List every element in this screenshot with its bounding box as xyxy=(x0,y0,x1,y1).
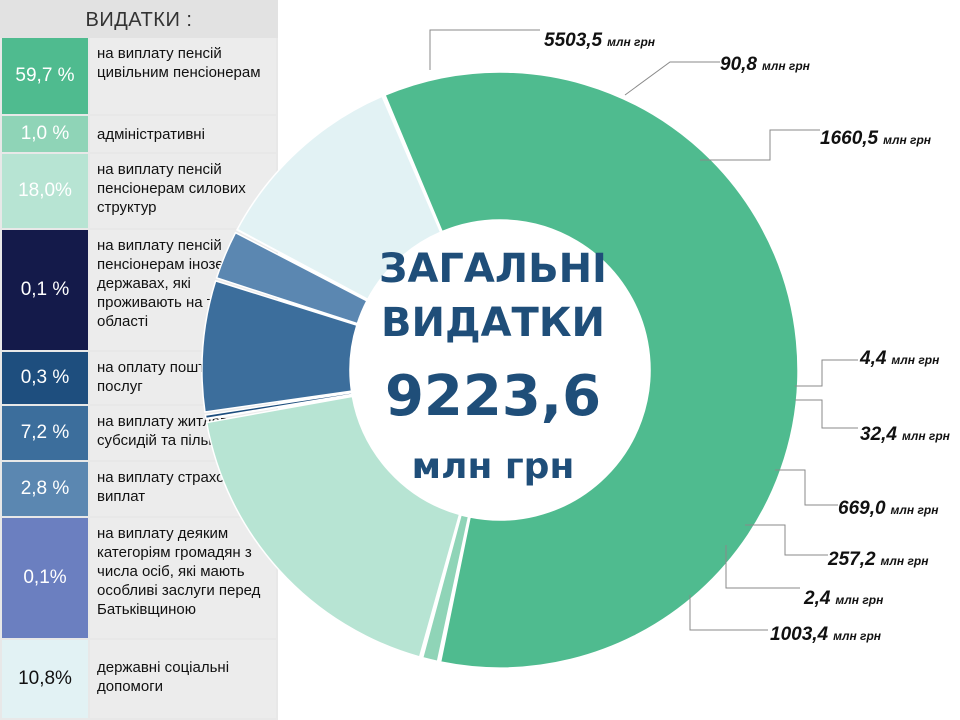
leader-lines xyxy=(429,29,858,631)
slice-unit: млн грн xyxy=(891,503,940,517)
slice-value-label: 32,4 млн грн xyxy=(860,424,951,445)
slice-value: 669,0 xyxy=(838,498,886,519)
center-unit: млн грн xyxy=(412,446,575,487)
leader-line xyxy=(700,129,820,161)
leader-line xyxy=(795,399,858,429)
leader-line xyxy=(429,29,540,70)
slice-value-label: 669,0 млн грн xyxy=(838,498,939,519)
legend-row: 1,0 % адміністративні xyxy=(0,116,278,154)
donut-hole xyxy=(350,220,650,520)
leader-line xyxy=(745,524,828,556)
slice-value-label: 1003,4 млн грн xyxy=(770,624,882,645)
legend-text: адміністративні xyxy=(90,116,276,152)
slice-unit: млн грн xyxy=(891,353,940,367)
leader-line xyxy=(689,595,768,631)
slice-value: 90,8 xyxy=(720,54,757,75)
legend-percent: 7,2 % xyxy=(2,406,88,460)
slice-unit: млн грн xyxy=(835,593,884,607)
center-line-2: ВИДАТКИ xyxy=(381,300,605,346)
slice-value-label: 4,4 млн грн xyxy=(859,348,940,369)
leader-line xyxy=(624,61,720,96)
legend-percent: 0,1 % xyxy=(2,230,88,350)
slice-value: 257,2 xyxy=(827,549,876,570)
leader-line xyxy=(795,359,858,387)
legend-percent: 18,0% xyxy=(2,154,88,228)
slice-unit: млн грн xyxy=(833,629,882,643)
legend-percent: 59,7 % xyxy=(2,38,88,114)
legend-percent: 10,8% xyxy=(2,640,88,718)
slice-unit: млн грн xyxy=(881,554,930,568)
legend-row: 18,0% на виплату пенсій пенсіонерам силов… xyxy=(0,154,278,230)
leader-line xyxy=(725,545,800,589)
slice-value: 4,4 xyxy=(859,348,887,369)
legend-row: 10,8% державні соціальні допомоги xyxy=(0,640,278,720)
center-line-1: ЗАГАЛЬНІ xyxy=(379,246,607,292)
donut-slices xyxy=(201,71,799,669)
slice-value: 5503,5 xyxy=(544,30,603,51)
slice-value-label: 5503,5 млн грн xyxy=(544,30,656,51)
slice-value: 32,4 xyxy=(860,424,897,445)
slice-unit: млн грн xyxy=(902,429,951,443)
slice-value-label: 257,2 млн грн xyxy=(827,549,929,570)
slice-value: 2,4 xyxy=(803,588,831,609)
legend-percent: 0,3 % xyxy=(2,352,88,404)
legend-text: на виплату деяким категоріям громадян з … xyxy=(90,518,276,638)
slice-unit: млн грн xyxy=(762,59,811,73)
slice-unit: млн грн xyxy=(883,133,932,147)
legend-percent: 1,0 % xyxy=(2,116,88,152)
legend-text: на виплату пенсій цивільним пенсіонерам xyxy=(90,38,276,114)
legend-row: 59,7 % на виплату пенсій цивільним пенсіо… xyxy=(0,38,278,116)
slice-value-label: 1660,5 млн грн xyxy=(820,128,932,149)
leader-line xyxy=(775,469,838,506)
legend-text: державні соціальні допомоги xyxy=(90,640,276,718)
legend-percent: 2,8 % xyxy=(2,462,88,516)
center-total: 9223,6 xyxy=(385,364,601,429)
legend-title: ВИДАТКИ : xyxy=(0,0,278,38)
slice-unit: млн грн xyxy=(607,35,656,49)
slice-value: 1003,4 xyxy=(770,624,829,645)
legend-row: 0,1% на виплату деяким категоріям громадя… xyxy=(0,518,278,640)
legend-percent: 0,1% xyxy=(2,518,88,638)
slice-value-label: 2,4 млн грн xyxy=(803,588,884,609)
slice-value: 1660,5 xyxy=(820,128,879,149)
slice-value-label: 90,8 млн грн xyxy=(720,54,811,75)
